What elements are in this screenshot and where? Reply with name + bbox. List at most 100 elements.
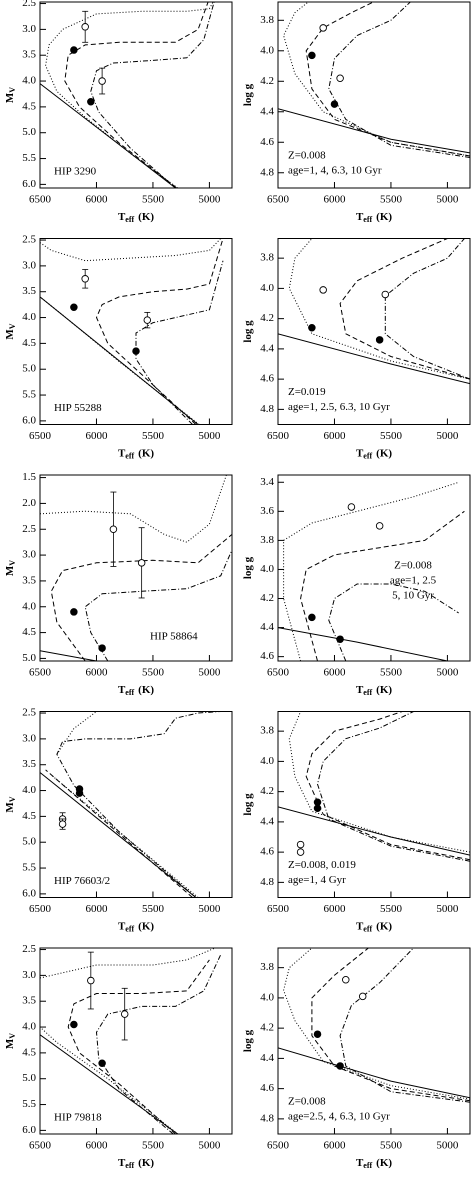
star-point <box>143 316 152 324</box>
y-axis-label-sub: V <box>8 560 17 566</box>
y-tick-label: 4.0 <box>22 784 36 796</box>
star-point <box>319 286 327 294</box>
y-axis-label: MV <box>4 87 17 103</box>
x-tick-label: 5000 <box>436 430 459 442</box>
x-tick-label: 5000 <box>198 430 221 442</box>
star-point <box>98 77 106 85</box>
x-tick-label: 6000 <box>323 1140 346 1152</box>
y-tick-label: 4.0 <box>260 44 274 56</box>
x-tick-label: 6500 <box>29 430 52 442</box>
y-tick-label: 2.5 <box>22 234 36 246</box>
y-tick-label: 3.0 <box>22 23 36 35</box>
x-axis-label: Teff (K) <box>118 1157 154 1170</box>
star-point <box>98 644 106 652</box>
panel: 6500 6000 5500 5000 3.8 4.0 4.2 4.4 4.6 4.8 Teff (K… <box>242 711 471 933</box>
star-point <box>336 74 344 82</box>
star-point <box>58 820 67 828</box>
y-axis-label-main: M <box>4 1038 16 1049</box>
isochrone <box>67 959 210 1134</box>
x-tick-label: 6500 <box>267 1140 290 1152</box>
y-tick-label: 3.0 <box>22 969 36 981</box>
y-tick-label: 4.5 <box>22 626 36 638</box>
y-tick-label: 4.2 <box>260 75 274 87</box>
plot-frame <box>39 1 233 189</box>
y-tick-label: 4.5 <box>22 810 36 822</box>
x-tick-label: 5000 <box>198 903 221 915</box>
x-axis-label-unit: (K) <box>376 1157 392 1169</box>
y-tick-label: 3.4 <box>260 476 274 488</box>
star-point <box>313 1030 322 1038</box>
y-tick-label: 4.2 <box>260 312 274 324</box>
y-axis-label-main: log g <box>242 83 254 106</box>
x-tick-label: 5500 <box>142 1140 165 1152</box>
y-axis-label-main: M <box>4 565 16 576</box>
curves <box>40 475 232 661</box>
star-point <box>330 100 339 108</box>
isochrone <box>50 711 199 898</box>
y-tick-label: 4.5 <box>22 100 36 112</box>
x-axis-label: Teff (K) <box>356 920 392 933</box>
isochrone <box>278 627 448 661</box>
y-axis-label: MV <box>4 323 17 339</box>
isochrone <box>50 534 232 661</box>
y-tick-label: 3.6 <box>260 505 274 517</box>
y-axis-label-sub: V <box>8 323 17 329</box>
x-tick-label: 5000 <box>436 667 459 679</box>
isochrone <box>278 333 470 385</box>
x-tick-label: 5500 <box>142 194 165 206</box>
x-axis-label-unit: (K) <box>376 920 392 932</box>
x-axis-label-unit: (K) <box>376 211 392 223</box>
y-tick-label: 4.0 <box>22 1021 36 1033</box>
y-axis-label: MV <box>4 796 17 812</box>
y-axis-label-sub: V <box>8 1033 17 1039</box>
y-tick-label: 4.0 <box>260 282 274 294</box>
x-axis-label-sub: eff <box>125 215 134 224</box>
star-point <box>81 275 89 283</box>
x-axis-label: Teff (K) <box>118 447 154 460</box>
annotation: age=1, 2.5 <box>390 575 437 587</box>
star-point <box>296 840 305 849</box>
isochrone <box>305 2 470 157</box>
y-tick-label: 5.0 <box>22 363 36 375</box>
isochrone <box>90 2 215 188</box>
star-point <box>375 336 384 344</box>
y-tick-label: 3.8 <box>260 252 274 264</box>
isochrone <box>288 711 470 853</box>
x-axis-label: Teff (K) <box>356 684 392 697</box>
y-tick-label: 3.0 <box>22 259 36 271</box>
y-tick-label: 4.2 <box>260 592 274 604</box>
annotation: age=1, 4, 6.3, 10 Gyr <box>288 165 382 177</box>
isochrone <box>339 238 470 380</box>
y-tick-label: 4.6 <box>260 373 274 385</box>
plot-frame <box>39 947 233 1135</box>
star-point <box>70 303 78 311</box>
isochrone <box>40 948 216 1134</box>
isochrone <box>95 238 224 425</box>
annotation: Z=0.008 <box>394 560 432 572</box>
isochrone <box>45 2 214 188</box>
star-point <box>75 789 84 797</box>
x-axis-label-main: T <box>356 684 364 696</box>
star-point <box>308 613 316 622</box>
y-axis-label: log g <box>242 793 254 816</box>
y-tick-label: 4.0 <box>260 563 274 575</box>
x-tick-label: 5000 <box>436 194 459 206</box>
y-tick-label: 3.5 <box>22 995 36 1007</box>
y-tick-label: 2.0 <box>22 497 36 509</box>
curves <box>40 711 221 898</box>
y-tick-label: 3.8 <box>260 14 274 26</box>
isochrone <box>40 1034 179 1134</box>
panel: 6500 6000 5500 5000 3.8 4.0 4.2 4.4 4.6 4.8 Teff (K… <box>242 947 471 1170</box>
isochrone <box>328 2 470 158</box>
plot-frame <box>39 238 233 425</box>
isochrone <box>305 711 470 861</box>
y-tick-label: 5.0 <box>22 652 36 664</box>
x-tick-label: 6500 <box>267 194 290 206</box>
panel: 6500 6000 5500 5000 3.4 3.6 3.8 4.0 4.2 4.4 4.6 Tef… <box>242 474 471 697</box>
x-tick-label: 6000 <box>85 430 108 442</box>
star-point <box>336 635 344 643</box>
isochrone <box>84 549 232 661</box>
x-tick-label: 6000 <box>323 903 346 915</box>
star-point <box>313 804 322 813</box>
y-tick-label: 5.0 <box>22 126 36 138</box>
